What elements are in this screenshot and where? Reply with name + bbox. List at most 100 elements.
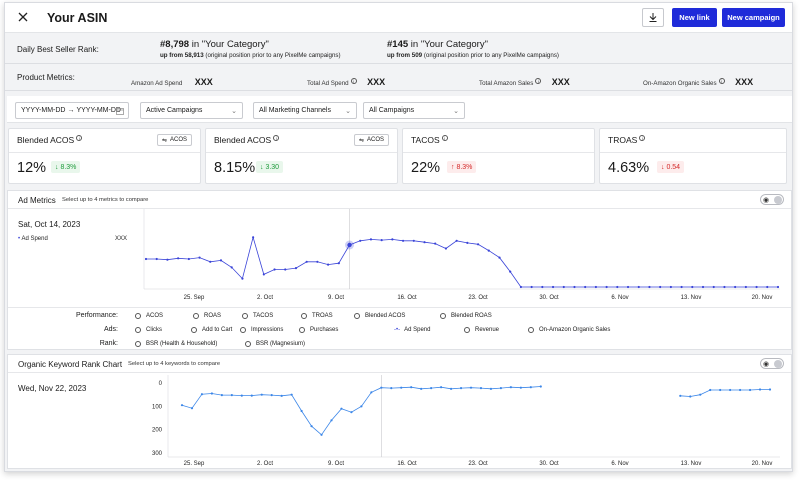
data-point <box>691 285 694 289</box>
data-point <box>744 285 747 289</box>
metric-option[interactable]: Blended ACOS <box>354 313 405 319</box>
metric-label: Total Ad Spend <box>307 80 349 87</box>
metric-option[interactable]: Impressions <box>240 327 283 333</box>
data-point <box>369 238 373 241</box>
bsr-note: (original position prior to any PixelMe … <box>205 52 341 59</box>
visibility-toggle[interactable]: ◉ <box>760 358 784 369</box>
legend-value: XXX <box>115 236 128 242</box>
campaigns-value: All Campaigns <box>369 107 415 114</box>
metric-option[interactable]: BSR (Health & Household) <box>135 341 217 347</box>
x-tick-label: 25. Sep <box>184 461 205 467</box>
data-point <box>723 285 726 289</box>
data-point <box>434 242 437 245</box>
date-range-picker[interactable]: YYYY-MM-DD → YYYY-MM-DD <box>15 102 129 119</box>
x-tick-label: 6. Nov <box>611 461 628 467</box>
metric-option[interactable]: Revenue <box>464 327 499 333</box>
x-tick-label: 2. Oct <box>257 295 273 301</box>
data-point <box>241 277 244 280</box>
bsr-rank: #145 <box>387 39 409 50</box>
radio-icon <box>299 327 305 333</box>
info-icon[interactable]: i <box>273 135 280 141</box>
radio-icon <box>193 313 199 319</box>
acos-toggle[interactable]: ⇋ ACOS <box>156 134 192 146</box>
info-icon[interactable]: i <box>441 135 448 141</box>
bsr-note: (original position prior to any PixelMe … <box>423 52 559 59</box>
calendar-icon <box>116 108 124 115</box>
data-point <box>262 273 265 276</box>
visibility-toggle[interactable]: ◉ <box>760 194 784 205</box>
download-button[interactable] <box>642 8 664 27</box>
y-tick-label: 100 <box>152 404 163 410</box>
data-point <box>498 256 501 259</box>
date-start: YYYY-MM-DD <box>21 107 66 114</box>
metric-option[interactable]: -•- Ad Spend <box>394 327 430 333</box>
option-label: Blended ACOS <box>365 313 406 319</box>
data-point <box>423 241 426 244</box>
page-title: Your ASIN <box>47 11 108 25</box>
new-link-button[interactable]: New link <box>672 8 717 27</box>
radio-icon <box>242 313 248 319</box>
option-label: Ad Spend <box>404 327 431 333</box>
info-icon[interactable]: i <box>76 135 83 141</box>
metric-option[interactable]: ROAS <box>193 313 221 319</box>
metric-option[interactable]: Clicks <box>135 327 162 333</box>
metric-option[interactable]: TROAS <box>301 313 333 319</box>
campaign-status-select[interactable]: Active Campaigns ⌄ <box>140 102 243 119</box>
kpi-card: Blended ACOS i ⇋ ACOS 8.15% ↓ 3.30 <box>205 128 398 184</box>
data-point <box>541 285 544 289</box>
option-row-label: Rank: <box>99 340 118 347</box>
y-tick-label: 300 <box>152 451 163 457</box>
marketing-channels-value: All Marketing Channels <box>259 107 331 114</box>
data-point <box>562 285 565 289</box>
data-point <box>209 260 212 263</box>
ad-metrics-panel: Ad Metrics Select up to 4 metrics to com… <box>7 190 792 350</box>
data-point <box>166 258 169 261</box>
info-icon[interactable]: i <box>718 77 725 84</box>
hover-point <box>347 242 352 248</box>
info-icon[interactable]: i <box>350 77 357 84</box>
metric-value: XXX <box>367 77 386 87</box>
metric-label: Total Amazon Sales <box>479 80 534 87</box>
data-point <box>594 285 597 289</box>
bsr-item-2: #145 in "Your Category" up from 509 (ori… <box>387 39 559 59</box>
keyword-rank-panel: Organic Keyword Rank Chart Select up to … <box>7 354 792 469</box>
metric-option[interactable]: Add to Cart <box>191 327 232 333</box>
x-tick-label: 13. Nov <box>681 295 702 301</box>
keyword-chart-title: Organic Keyword Rank Chart <box>18 360 123 369</box>
metric-option[interactable]: On-Amazon Organic Sales <box>528 327 610 333</box>
kpi-value: 12% <box>17 160 47 176</box>
data-point <box>669 285 672 289</box>
metric-option[interactable]: Purchases <box>299 327 338 333</box>
series-line <box>146 235 778 288</box>
new-campaign-button[interactable]: New campaign <box>722 8 785 27</box>
info-icon[interactable]: i <box>535 77 542 84</box>
option-label: BSR (Health & Household) <box>146 341 218 347</box>
data-point <box>198 256 201 259</box>
kpi-delta: ↓ 8.3% <box>51 161 81 173</box>
acos-toggle[interactable]: ⇋ ACOS <box>353 134 389 146</box>
campaigns-select[interactable]: All Campaigns ⌄ <box>363 102 465 119</box>
marketing-channels-select[interactable]: All Marketing Channels ⌄ <box>253 102 357 119</box>
x-tick-label: 30. Oct <box>539 461 559 467</box>
metric-organic-sales: On-Amazon Organic Sales i XXX <box>643 72 753 90</box>
option-label: Purchases <box>310 327 339 333</box>
x-tick-label: 16. Oct <box>397 295 417 301</box>
metric-value: XXX <box>551 77 570 87</box>
option-label: Revenue <box>475 327 500 333</box>
chevron-down-icon: ⌄ <box>345 108 351 115</box>
metric-option[interactable]: BSR (Magnesium) <box>245 341 305 347</box>
data-point <box>273 268 276 271</box>
data-point <box>230 266 233 269</box>
metric-option[interactable]: Blended ROAS <box>440 313 492 319</box>
y-tick-label: 200 <box>152 428 163 434</box>
data-point <box>487 249 490 252</box>
radio-icon <box>301 313 307 319</box>
ad-metrics-chart[interactable]: 25. Sep 2. Oct 9. Oct 16. Oct 23. Oct 30. Oct… <box>138 209 788 304</box>
metric-option[interactable]: ACOS <box>135 313 163 319</box>
data-point <box>509 270 512 273</box>
keyword-rank-chart[interactable]: 0 100 200 300 25. Sep 2. Oct 9. Oct 16. Oct 23. … <box>138 375 788 467</box>
close-icon[interactable] <box>15 9 31 25</box>
info-icon[interactable]: i <box>639 135 646 141</box>
data-point <box>337 262 340 265</box>
metric-option[interactable]: TACOS <box>242 313 273 319</box>
